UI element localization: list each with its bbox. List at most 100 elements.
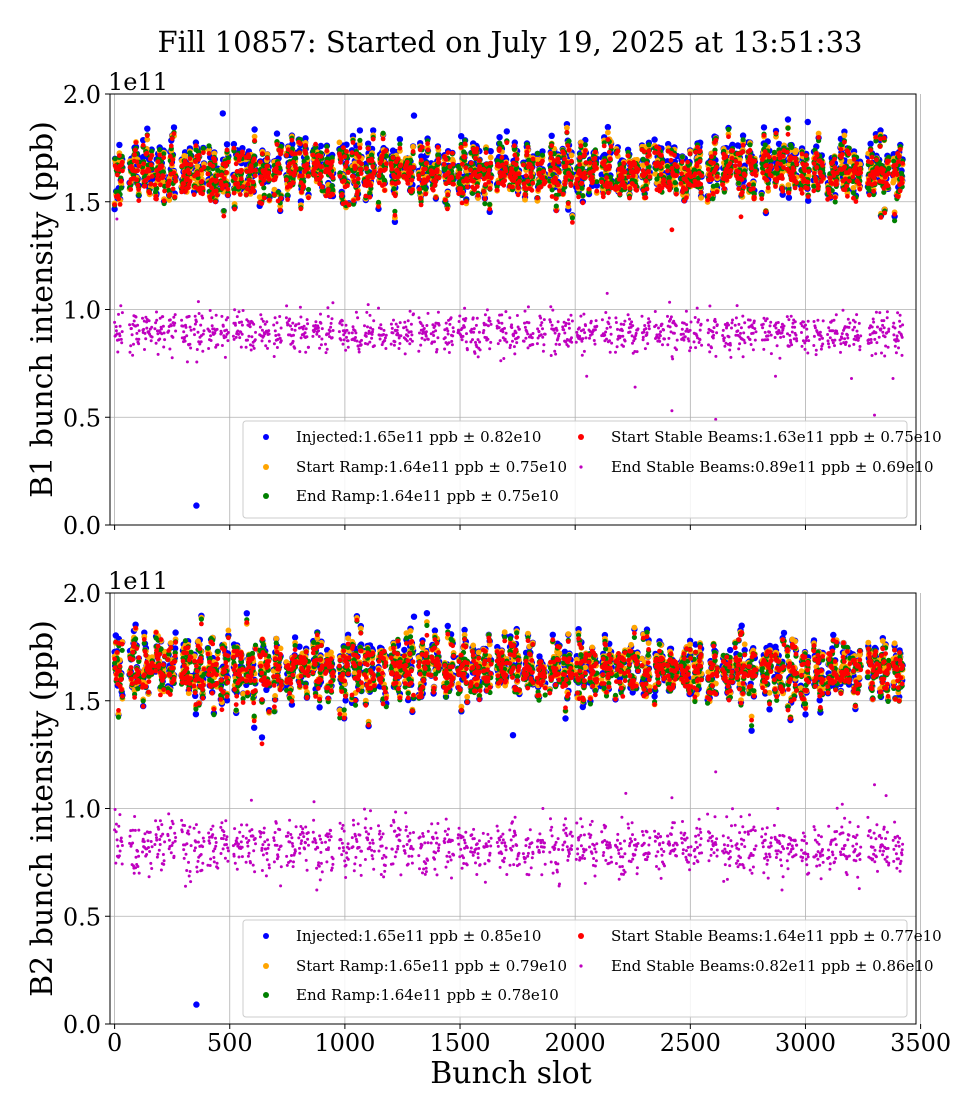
data-point xyxy=(733,158,739,164)
data-point xyxy=(831,173,837,178)
data-point xyxy=(367,194,373,200)
data-point xyxy=(226,159,231,165)
data-point xyxy=(232,176,238,182)
data-point xyxy=(436,160,441,165)
data-point xyxy=(450,161,456,167)
data-point xyxy=(601,143,607,149)
data-point xyxy=(276,161,281,167)
data-point xyxy=(212,158,218,164)
data-point xyxy=(705,167,711,172)
data-point xyxy=(851,156,857,162)
data-point xyxy=(289,146,295,152)
data-point xyxy=(337,170,343,176)
data-point xyxy=(714,164,719,170)
data-point xyxy=(191,192,197,198)
data-point xyxy=(857,186,863,192)
data-point xyxy=(273,165,279,171)
data-point xyxy=(277,207,283,213)
data-point xyxy=(740,142,746,148)
data-point xyxy=(199,179,205,184)
data-point xyxy=(425,175,431,181)
data-point xyxy=(760,124,768,131)
data-point xyxy=(714,189,720,195)
data-point xyxy=(569,158,574,164)
data-point xyxy=(711,160,716,166)
data-point xyxy=(891,158,897,164)
data-point xyxy=(785,194,793,201)
data-point xyxy=(751,194,757,200)
data-point xyxy=(575,185,580,190)
data-point xyxy=(240,184,246,190)
data-point xyxy=(259,201,265,206)
data-point xyxy=(357,145,363,151)
data-point xyxy=(486,167,492,173)
data-point xyxy=(541,169,546,174)
data-point xyxy=(838,146,844,152)
data-point xyxy=(442,167,448,173)
data-point xyxy=(846,151,852,157)
data-point xyxy=(589,174,595,180)
data-point xyxy=(162,188,168,194)
data-point xyxy=(181,173,186,179)
data-point xyxy=(357,137,363,143)
outlier-point xyxy=(804,118,811,126)
data-point xyxy=(297,166,303,172)
data-point xyxy=(854,161,859,166)
data-point xyxy=(523,173,529,179)
data-point xyxy=(499,155,505,160)
data-point xyxy=(398,162,404,168)
data-point xyxy=(200,145,206,152)
data-point xyxy=(710,196,716,202)
data-point xyxy=(799,151,805,157)
data-point xyxy=(604,123,612,131)
data-point xyxy=(775,140,783,148)
data-point xyxy=(560,191,566,197)
data-point xyxy=(405,180,411,186)
data-point xyxy=(737,162,743,168)
data-point xyxy=(376,173,382,179)
data-point xyxy=(699,173,704,179)
data-point xyxy=(441,162,447,167)
data-point xyxy=(147,156,153,162)
data-point xyxy=(330,187,336,193)
data-point xyxy=(469,190,476,196)
data-point xyxy=(765,185,771,191)
data-point xyxy=(411,165,416,170)
data-point xyxy=(304,161,310,167)
data-point xyxy=(445,192,451,198)
data-point xyxy=(182,169,188,175)
data-point xyxy=(811,161,817,167)
data-point xyxy=(205,171,211,177)
data-point xyxy=(477,172,483,178)
data-point xyxy=(196,157,202,162)
data-point xyxy=(646,169,651,175)
data-point xyxy=(355,176,361,182)
data-point xyxy=(289,137,295,143)
data-point xyxy=(346,202,352,208)
data-point xyxy=(626,174,631,180)
data-point xyxy=(866,187,872,193)
data-point xyxy=(345,169,351,175)
outlier-point xyxy=(410,112,418,119)
data-point xyxy=(714,174,720,179)
data-point xyxy=(672,180,678,186)
data-point xyxy=(769,173,774,179)
data-point xyxy=(834,170,840,176)
data-point xyxy=(709,154,714,160)
data-point xyxy=(816,135,821,140)
data-point xyxy=(223,141,231,148)
data-point xyxy=(475,192,481,198)
data-point xyxy=(298,141,303,147)
data-point xyxy=(146,168,152,174)
data-point xyxy=(528,170,534,176)
data-point xyxy=(301,184,307,190)
data-point xyxy=(805,186,810,191)
data-point xyxy=(643,178,649,184)
data-point xyxy=(329,155,335,161)
data-point xyxy=(267,197,272,203)
data-point xyxy=(363,166,369,171)
data-point xyxy=(673,187,679,193)
data-point xyxy=(305,173,311,179)
data-point xyxy=(258,159,263,165)
data-point xyxy=(383,161,389,167)
